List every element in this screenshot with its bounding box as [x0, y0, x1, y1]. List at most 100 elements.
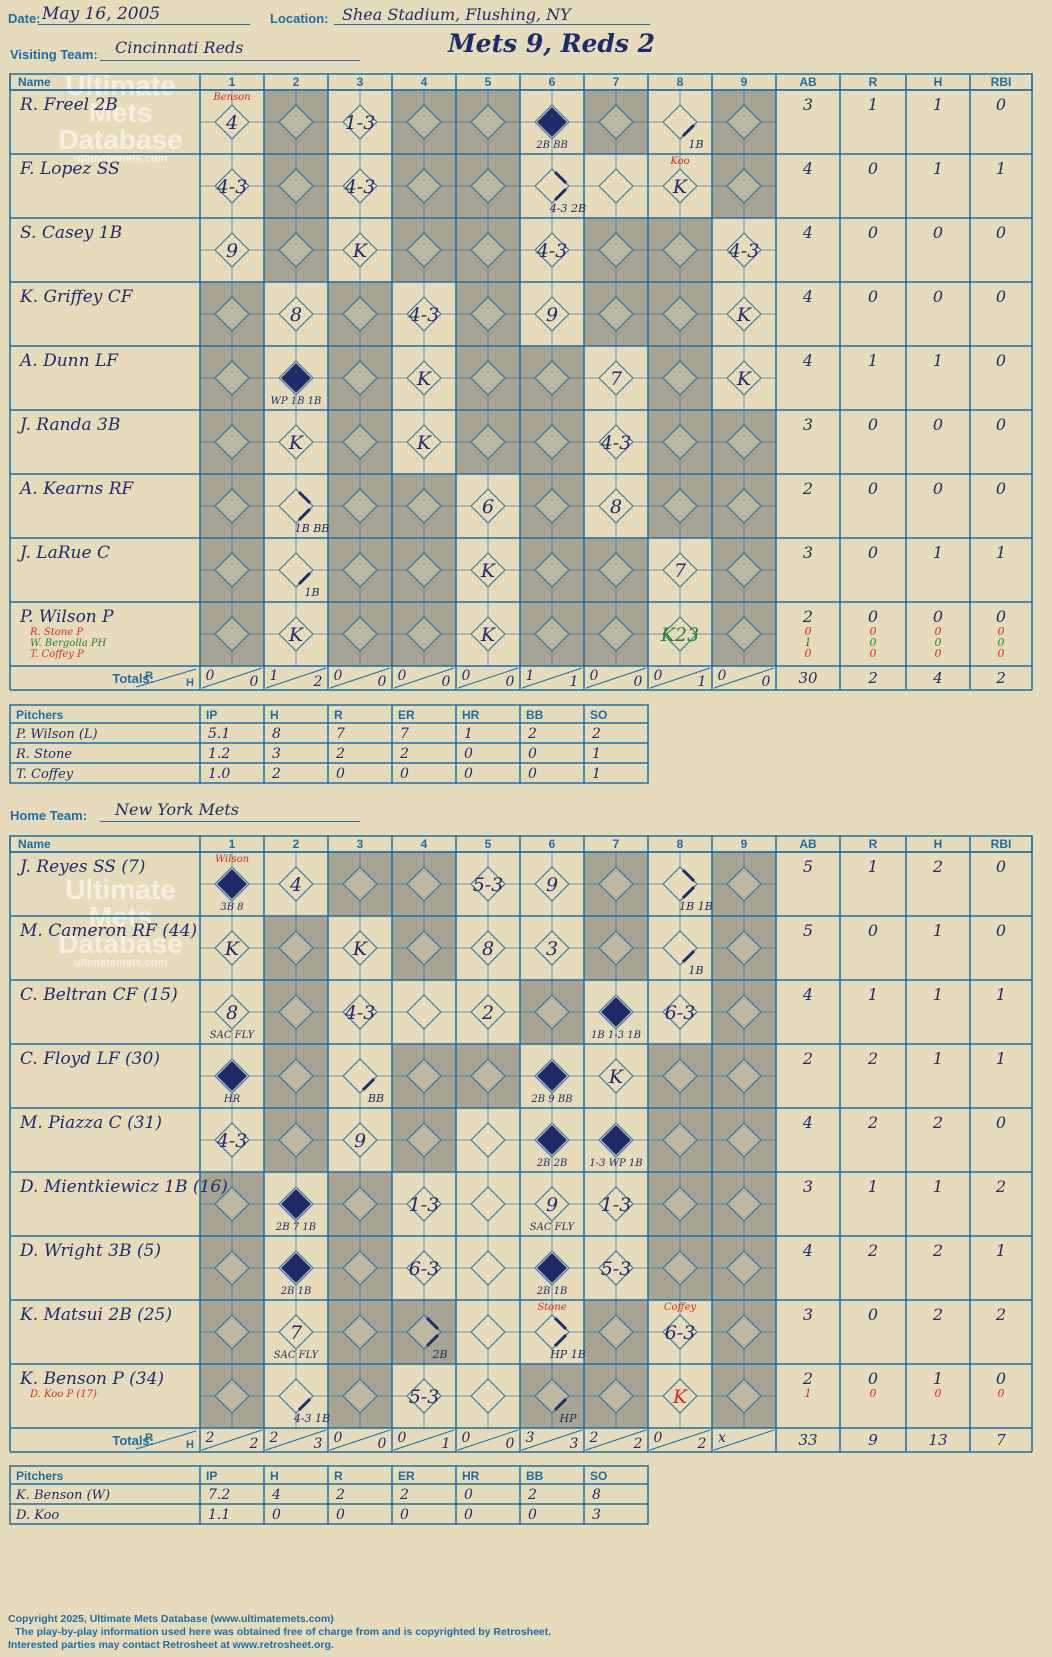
base-diamond — [470, 930, 506, 966]
play-notation: 9 — [546, 304, 558, 326]
inning-runs: 3 — [526, 1430, 535, 1446]
diamond-guide — [648, 916, 712, 980]
basepath-mark — [553, 1316, 568, 1331]
ab-column-header: AB — [799, 75, 817, 89]
batter-name: C. Floyd LF (30) — [20, 1049, 160, 1069]
play-notation: 4 — [225, 112, 238, 134]
r-column-header: R — [869, 837, 878, 851]
pitcher-h: 0 — [272, 1507, 281, 1523]
diamond-guide — [328, 346, 392, 410]
diamond-guide — [328, 282, 392, 346]
diamond-guide — [648, 1172, 712, 1236]
diamond-guide — [648, 980, 712, 1044]
play-notation: K — [672, 176, 689, 198]
basepath-mark — [681, 949, 696, 964]
diamond-guide — [200, 916, 264, 980]
diamond-guide — [200, 1364, 264, 1428]
run-scored-diamond — [281, 1189, 311, 1219]
batter-r: 2 — [867, 1113, 878, 1132]
diamond-guide — [264, 602, 328, 666]
diamond-guide — [456, 154, 520, 218]
diamond-guide — [264, 1300, 328, 1364]
base-diamond — [342, 296, 378, 332]
base-diamond — [342, 104, 378, 140]
inning-6-header: 6 — [549, 75, 556, 89]
run-scored-diamond — [281, 363, 311, 393]
diamond-guide — [648, 154, 712, 218]
base-diamond — [726, 232, 762, 268]
batter-name: P. Wilson P — [19, 607, 114, 627]
batter-h: 0 — [933, 415, 943, 434]
play-notation: 8 — [610, 496, 622, 518]
pitcher-h: 2 — [271, 766, 281, 782]
base-diamond — [662, 1122, 698, 1158]
base-diamond — [726, 1378, 762, 1414]
diamond-guide — [456, 1300, 520, 1364]
visiting-team-label: Visiting Team: — [10, 47, 98, 62]
inning-4-header: 4 — [421, 837, 428, 851]
inning-total-slash — [265, 1429, 327, 1451]
visiting-team-name: Cincinnati Reds — [115, 38, 244, 57]
base-diamond — [726, 866, 762, 902]
base-diamond — [406, 1250, 442, 1286]
diamond-guide — [648, 282, 712, 346]
play-notation: 1B BB — [295, 522, 330, 535]
base-diamond — [342, 360, 378, 396]
batter-name: D. Wright 3B (5) — [19, 1241, 161, 1261]
base-diamond — [726, 104, 762, 140]
base-diamond — [278, 1122, 314, 1158]
pitcher-bb: 2 — [527, 1487, 537, 1503]
game-date: May 16, 2005 — [42, 4, 161, 24]
base-diamond — [726, 488, 762, 524]
base-diamond — [214, 930, 250, 966]
base-diamond — [470, 360, 506, 396]
diamond-guide — [264, 218, 328, 282]
pitcher-name: T. Coffey — [16, 767, 74, 782]
play-notation: K — [288, 624, 305, 646]
footer-copyright: Copyright 2025, Ultimate Mets Database (… — [8, 1613, 334, 1625]
basepath-mark — [681, 123, 696, 138]
runs-label: R — [145, 1432, 153, 1444]
batter-ab: 5 — [803, 857, 813, 876]
diamond-guide — [264, 346, 328, 410]
play-notation: K — [416, 432, 433, 454]
base-diamond — [662, 930, 698, 966]
diamond-guide — [264, 474, 328, 538]
play-notation: K — [352, 938, 369, 960]
play-notation: K — [736, 304, 753, 326]
diamond-guide — [200, 154, 264, 218]
play-notation: K — [480, 560, 497, 582]
diamond-guide — [456, 538, 520, 602]
base-diamond — [662, 1186, 698, 1222]
batter-h: 1 — [933, 543, 943, 562]
play-notation: SAC FLY — [274, 1350, 320, 1361]
substitute-r: 0 — [870, 636, 877, 649]
base-diamond — [662, 994, 698, 1030]
inning-total-slash — [329, 1429, 391, 1451]
run-scored-diamond — [281, 1253, 311, 1283]
runs-label: R — [145, 670, 153, 682]
basepath-mark — [681, 868, 696, 883]
inning-runs: 0 — [398, 1430, 407, 1446]
base-diamond — [214, 488, 250, 524]
base-diamond — [726, 168, 762, 204]
base-diamond — [470, 1250, 506, 1286]
inning-5-header: 5 — [485, 75, 492, 89]
diamond-guide — [648, 1300, 712, 1364]
pitcher-hr: 0 — [464, 766, 473, 782]
play-notation: 9 — [226, 240, 238, 262]
base-diamond — [406, 232, 442, 268]
diamond-guide — [264, 1108, 328, 1172]
base-diamond — [534, 232, 570, 268]
pitcher-hr: 0 — [464, 1507, 473, 1523]
batter-rbi: 2 — [995, 1177, 1006, 1196]
play-notation: 1B 1-3 1B — [591, 1030, 641, 1041]
batter-rbi: 0 — [996, 351, 1006, 370]
base-diamond — [726, 1122, 762, 1158]
diamond-guide — [584, 90, 648, 154]
diamond-guide — [392, 1044, 456, 1108]
substitute-ab: 0 — [805, 647, 812, 660]
base-diamond — [214, 296, 250, 332]
batter-ab: 4 — [802, 351, 813, 370]
inning-runs: 0 — [718, 668, 727, 684]
